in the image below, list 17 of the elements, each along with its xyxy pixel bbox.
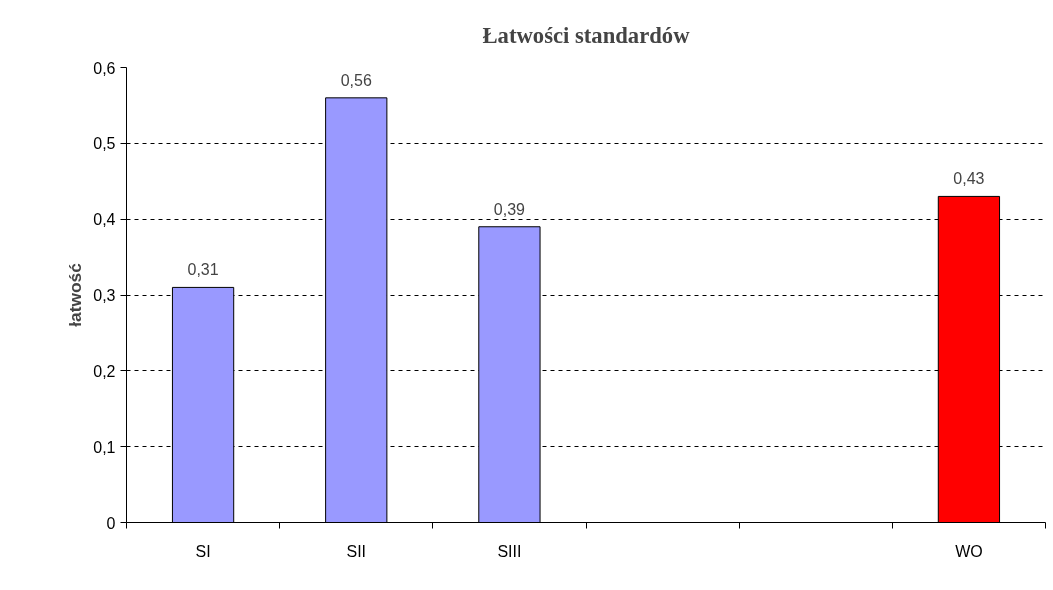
- data-label: 0,43: [953, 170, 985, 188]
- data-label: 0,31: [187, 261, 219, 279]
- data-label: 0,56: [340, 71, 372, 89]
- y-tick-label: 0,3: [93, 287, 116, 304]
- y-axis-title: łatwość: [65, 262, 86, 327]
- y-tick-label: 0,1: [93, 438, 116, 456]
- y-tick-label: 0,6: [93, 59, 116, 77]
- y-tick-label: 0,4: [93, 211, 116, 229]
- x-tick-label: SI: [195, 542, 211, 560]
- x-tick-label: SII: [346, 542, 367, 560]
- y-tick-label: 0: [106, 514, 116, 532]
- y-tick-label: 0,2: [93, 362, 116, 380]
- chart-title: Łatwości standardów: [482, 22, 691, 48]
- y-tick-label: 0,5: [93, 135, 116, 153]
- x-tick-label: SIII: [497, 542, 522, 560]
- data-label: 0,39: [493, 200, 526, 218]
- x-tick-label: WO: [955, 542, 983, 560]
